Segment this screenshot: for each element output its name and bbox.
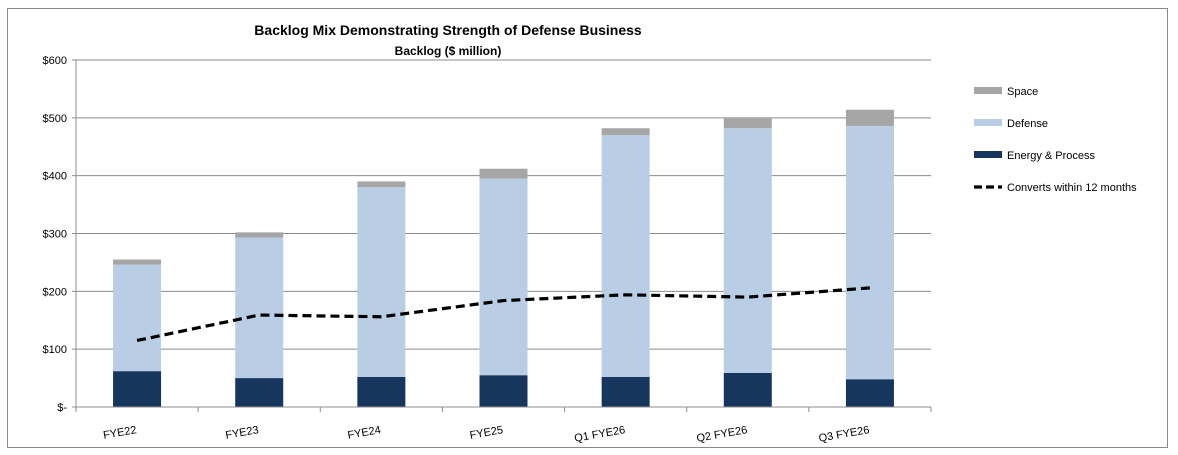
y-axis: $- $100 $200 $300 $400 $500 $600	[43, 55, 77, 414]
bar-defense-fye23	[235, 237, 284, 379]
converts-line	[136, 286, 871, 343]
legend: Space Defense Energy & Process Converts wit…	[974, 86, 1137, 194]
x-tick-label: FYE24	[347, 424, 382, 442]
x-tick-label: FYE22	[102, 424, 137, 442]
bar-defense-fye24	[357, 187, 406, 377]
legend-label-space: Space	[1007, 86, 1038, 98]
bar-defense-q2-fye26	[723, 128, 772, 373]
bar-space-fye25	[479, 168, 528, 179]
bar-defense-q1-fye26	[601, 135, 650, 377]
bar-space-q2-fye26	[723, 117, 772, 129]
legend-label-converts-within-12-months: Converts within 12 months	[1007, 182, 1137, 194]
bar-defense-q3-fye26	[845, 125, 894, 380]
legend-label-defense: Defense	[1007, 118, 1048, 130]
y-tick-label: $200	[43, 286, 67, 298]
bar-energy-process-fye24	[357, 376, 406, 407]
y-tick-label: $100	[43, 344, 67, 356]
x-tick-label: Q2 FYE26	[696, 424, 749, 445]
bar-space-fye23	[235, 232, 284, 238]
backlog-chart: Backlog Mix Demonstrating Strength of De…	[43, 22, 1138, 445]
bar-energy-process-fye22	[113, 371, 162, 407]
legend-swatch-defense	[974, 119, 1002, 126]
legend-swatch-energy-process	[974, 151, 1002, 158]
bar-space-fye24	[357, 181, 406, 188]
line-converts-within-12-months	[136, 286, 871, 343]
bar-energy-process-q3-fye26	[845, 379, 894, 407]
legend-label-energy-process: Energy & Process	[1007, 150, 1096, 162]
legend-swatch-space	[974, 87, 1002, 94]
x-tick-label: Q1 FYE26	[574, 424, 627, 445]
bar-space-q3-fye26	[845, 109, 894, 126]
bar-defense-fye25	[479, 178, 528, 376]
x-axis: FYE22 FYE23 FYE24 FYE25 Q1 FYE26 Q2 FYE26 Q3 F…	[75, 406, 932, 445]
chart-frame: Backlog Mix Demonstrating Strength of De…	[7, 8, 1168, 448]
bar-defense-fye22	[113, 264, 162, 372]
chart-title: Backlog Mix Demonstrating Strength of De…	[254, 22, 642, 38]
bar-energy-process-q2-fye26	[723, 372, 772, 407]
bar-energy-process-q1-fye26	[601, 376, 650, 407]
x-tick-label: Q3 FYE26	[818, 424, 871, 445]
y-tick-label: $-	[57, 402, 67, 414]
bar-energy-process-fye23	[235, 378, 284, 407]
y-tick-label: $400	[43, 171, 67, 183]
bar-energy-process-fye25	[479, 375, 528, 407]
chart-subtitle: Backlog ($ million)	[395, 44, 502, 58]
y-tick-label: $600	[43, 55, 67, 67]
bar-space-fye22	[113, 259, 162, 265]
bars	[113, 109, 894, 407]
y-tick-label: $500	[43, 113, 67, 125]
x-tick-label: FYE25	[469, 424, 504, 442]
bar-space-q1-fye26	[601, 128, 650, 136]
y-tick-label: $300	[43, 229, 67, 241]
x-tick-label: FYE23	[225, 424, 260, 442]
